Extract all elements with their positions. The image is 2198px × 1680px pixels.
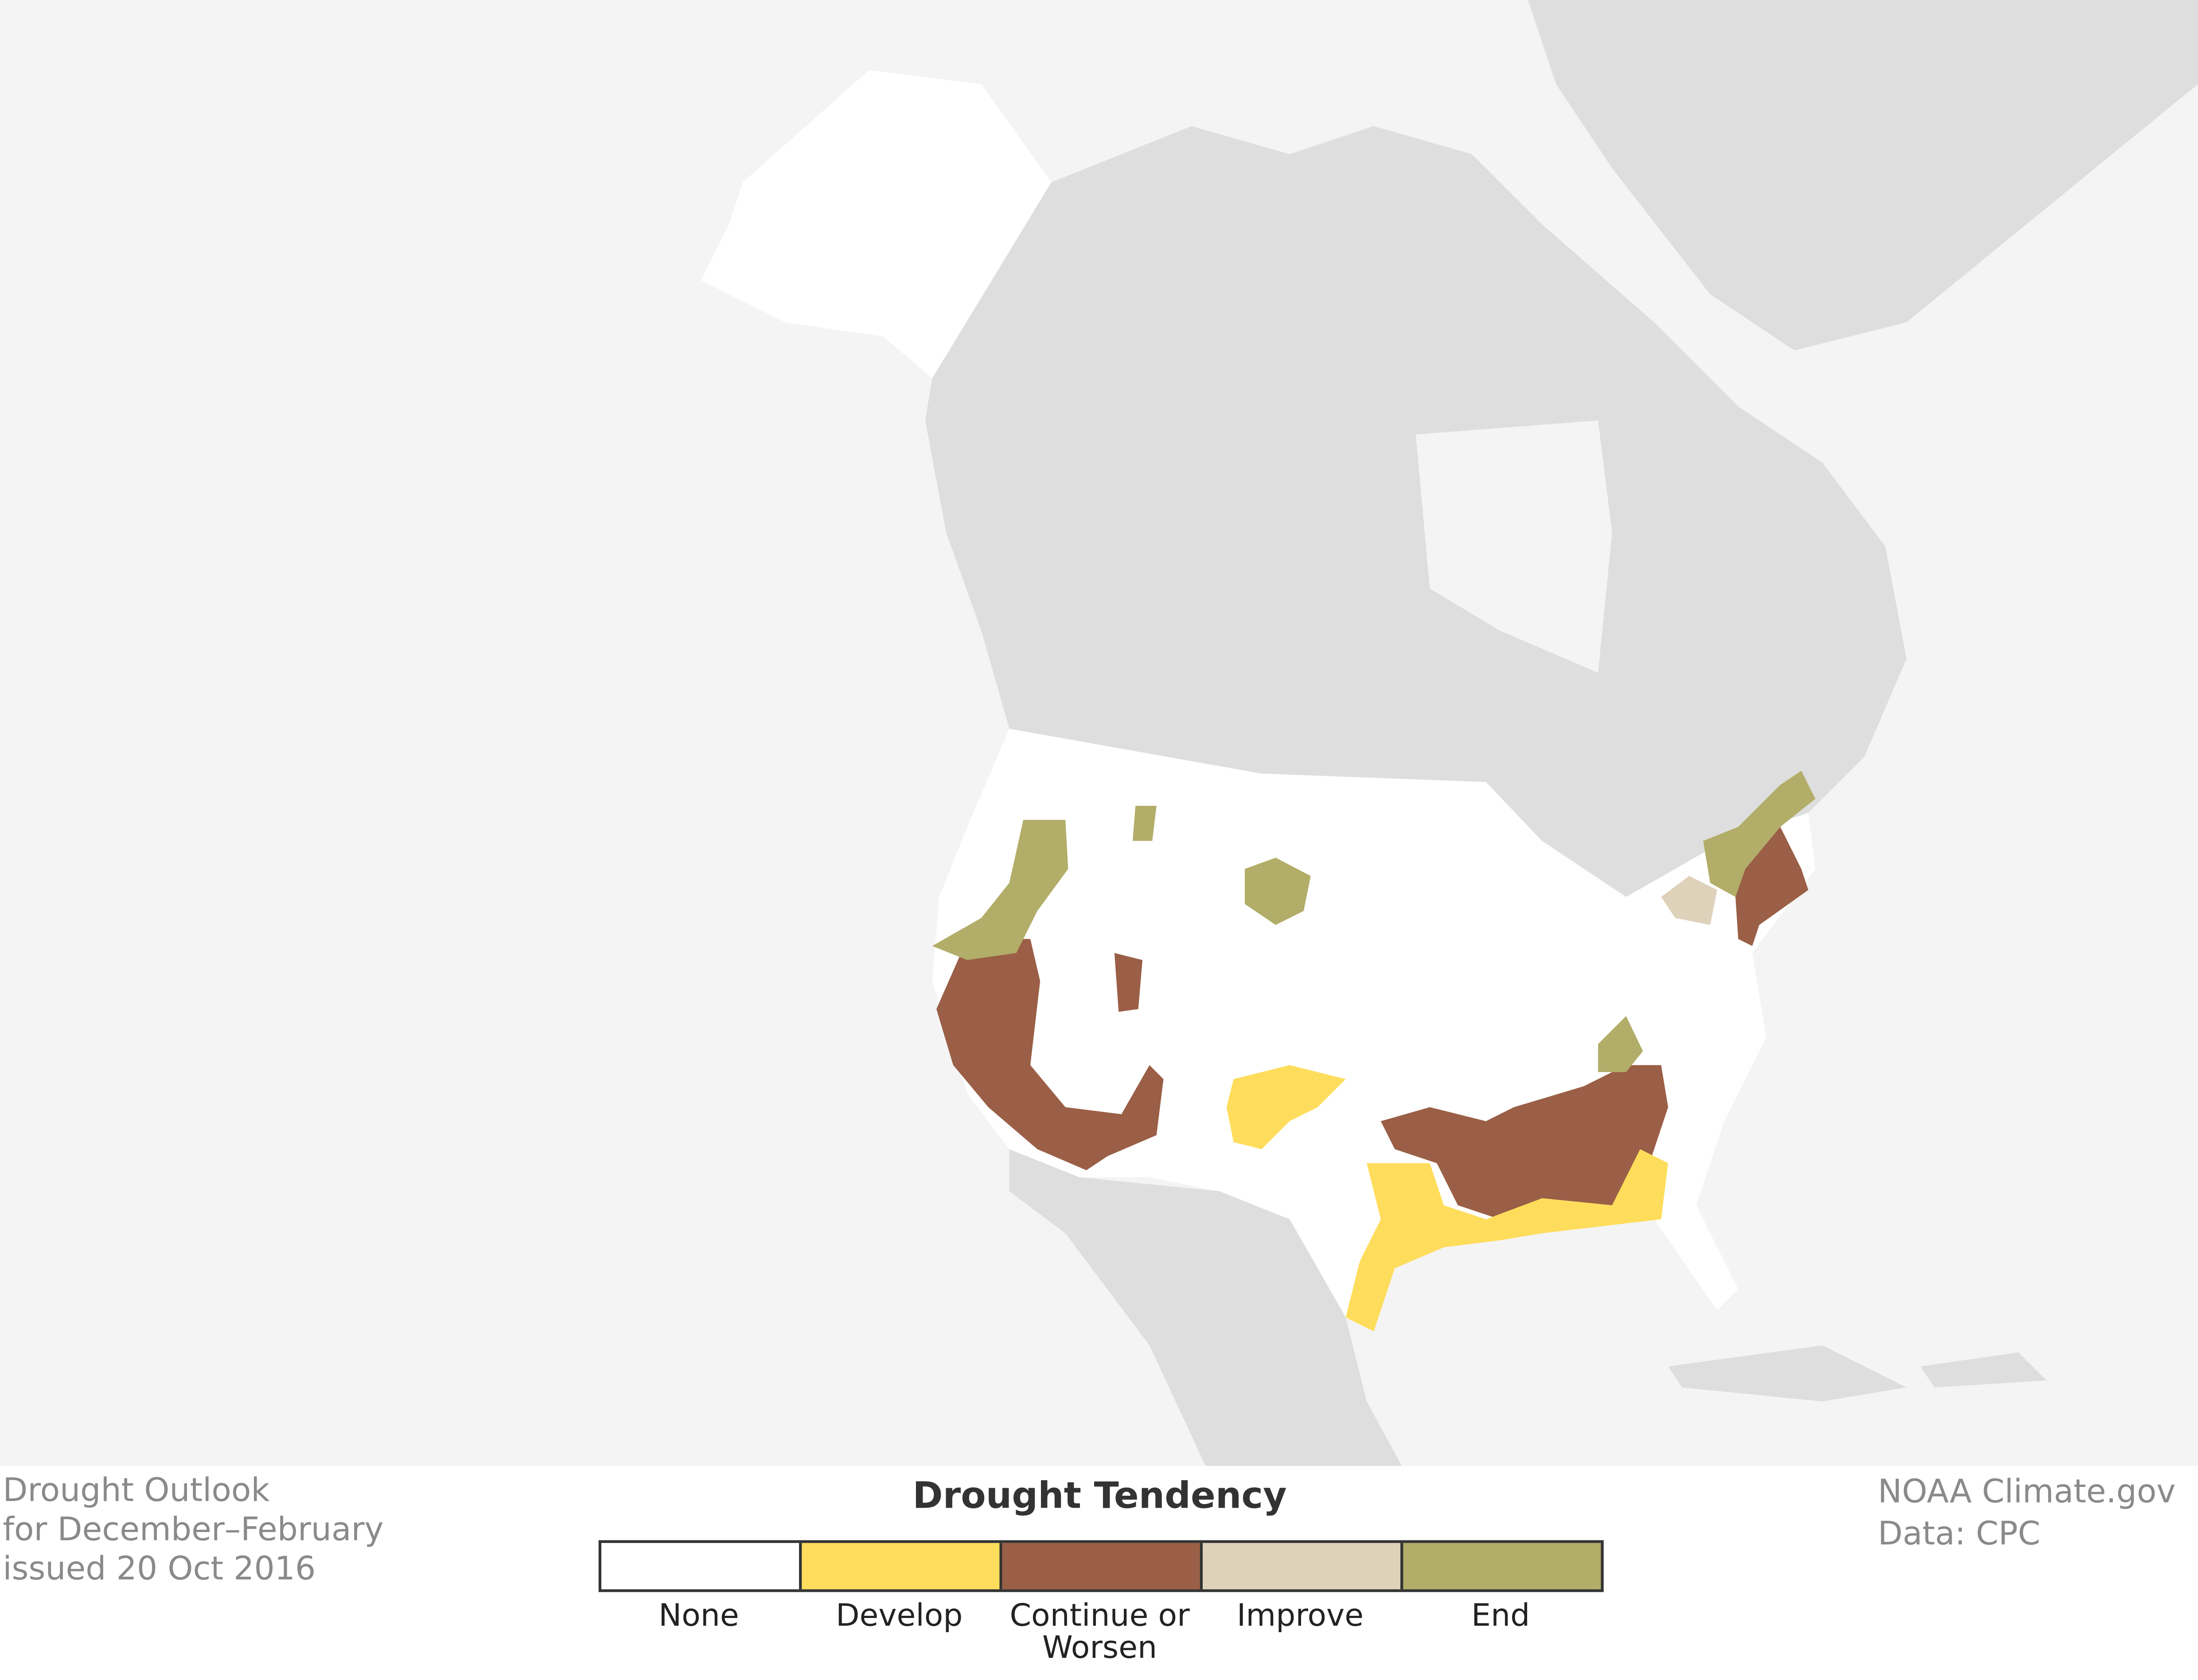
legend-swatch	[601, 1543, 802, 1590]
drought-region	[1132, 805, 1157, 841]
drought-region	[936, 939, 1164, 1171]
alaska	[701, 70, 1052, 379]
title-line: Drought Outlook	[3, 1473, 270, 1509]
drought-region	[1661, 876, 1718, 925]
legend-label: End	[1471, 1599, 1530, 1634]
credit: NOAA Climate.gov Data: CPC	[1878, 1471, 2175, 1556]
map-title: Drought Outlook for December–February is…	[3, 1471, 383, 1589]
legend-swatch	[1002, 1543, 1203, 1590]
legend-swatch	[802, 1543, 1002, 1590]
legend-label: Develop	[835, 1599, 963, 1634]
drought-region	[1345, 1149, 1668, 1332]
drought-region	[1598, 1016, 1643, 1072]
drought-region	[932, 820, 1068, 960]
legend-swatch	[1203, 1543, 1403, 1590]
canada	[925, 126, 1907, 897]
drought-region	[1245, 857, 1311, 925]
drought-region	[1735, 827, 1808, 946]
drought-region	[1380, 1065, 1668, 1220]
credit-line: Data: CPC	[1878, 1516, 2041, 1553]
drought-region	[1114, 953, 1143, 1012]
legend-swatch	[1403, 1543, 1601, 1590]
cuba	[1668, 1345, 1907, 1402]
drought-region	[1226, 1065, 1346, 1149]
legend-label: None	[659, 1599, 739, 1634]
mexico	[1009, 1149, 1402, 1466]
title-line: for December–February	[3, 1512, 384, 1549]
drought-region	[1703, 770, 1816, 897]
hispaniola	[1920, 1352, 2047, 1388]
legend-label: Improve	[1236, 1599, 1364, 1634]
legend-bar	[598, 1540, 1604, 1592]
map	[0, 0, 2198, 1466]
greenland	[1528, 0, 2198, 350]
legend-title: Drought Tendency	[912, 1475, 1287, 1518]
credit-line: NOAA Climate.gov	[1878, 1474, 2176, 1511]
title-line: issued 20 Oct 2016	[3, 1551, 316, 1588]
legend-label: Continue or Worsen	[1009, 1599, 1190, 1667]
legend-labels: None Develop Continue or Worsen Improve End	[599, 1600, 1601, 1665]
